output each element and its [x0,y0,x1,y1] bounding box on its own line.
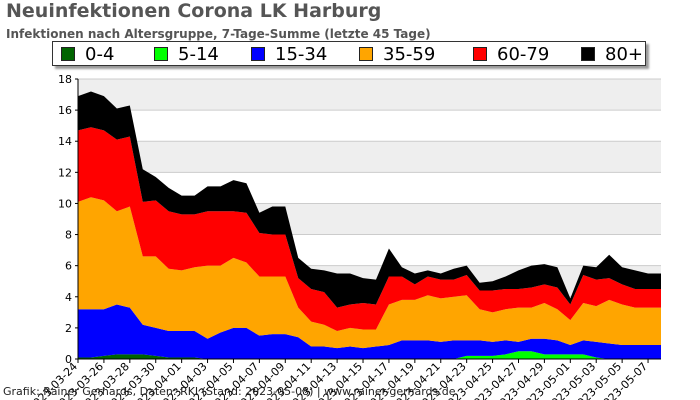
legend-item-15-34: 15-34 [251,43,328,65]
legend-label: 35-59 [383,43,436,65]
chart-title: Neuinfektionen Corona LK Harburg [6,0,382,22]
legend-label: 5-14 [178,43,219,65]
y-tick-label: 14 [58,135,72,148]
legend-item-0-4: 0-4 [61,43,115,65]
y-tick-label: 0 [65,353,72,366]
y-tick-label: 12 [58,166,72,179]
legend-item-60-79: 60-79 [473,43,550,65]
axes [77,79,661,360]
legend-swatch [61,47,75,61]
legend-label: 80+ [605,43,643,65]
legend-item-80-plus: 80+ [581,43,643,65]
series-area-15-34 [78,304,661,359]
series-area-35-59 [78,197,661,349]
legend-label: 15-34 [275,43,328,65]
legend-swatch [154,47,168,61]
grid-band [78,79,661,111]
y-tick-label: 2 [65,322,72,335]
legend-item-5-14: 5-14 [154,43,219,65]
legend-swatch [251,47,265,61]
legend-label: 60-79 [497,43,550,65]
y-tick-label: 10 [58,197,72,210]
legend-swatch [359,47,373,61]
series-area-5-14 [78,351,661,359]
chart-subtitle: Infektionen nach Altersgruppe, 7-Tage-Su… [6,27,431,41]
series-area-80-plus [78,91,661,308]
y-tick-label: 8 [65,229,72,242]
footer-credit: Grafik: Rainer Gerhards, Daten: RKI (Sta… [3,385,456,398]
y-tick-label: 16 [58,104,72,117]
y-tick-label: 4 [65,291,72,304]
grid-band [78,141,661,173]
series-area-60-79 [78,127,661,331]
legend-swatch [581,47,595,61]
y-axis-ticks: 0 2 4 6 8 10 12 14 16 18 [58,73,78,366]
stacked-areas [78,91,661,359]
legend-label: 0-4 [85,43,115,65]
y-tick-label: 18 [58,73,72,86]
legend-item-35-59: 35-59 [359,43,436,65]
y-tick-label: 6 [65,260,72,273]
legend-swatch [473,47,487,61]
chart-legend: 0-4 5-14 15-34 35-59 60-79 80+ [52,41,646,66]
